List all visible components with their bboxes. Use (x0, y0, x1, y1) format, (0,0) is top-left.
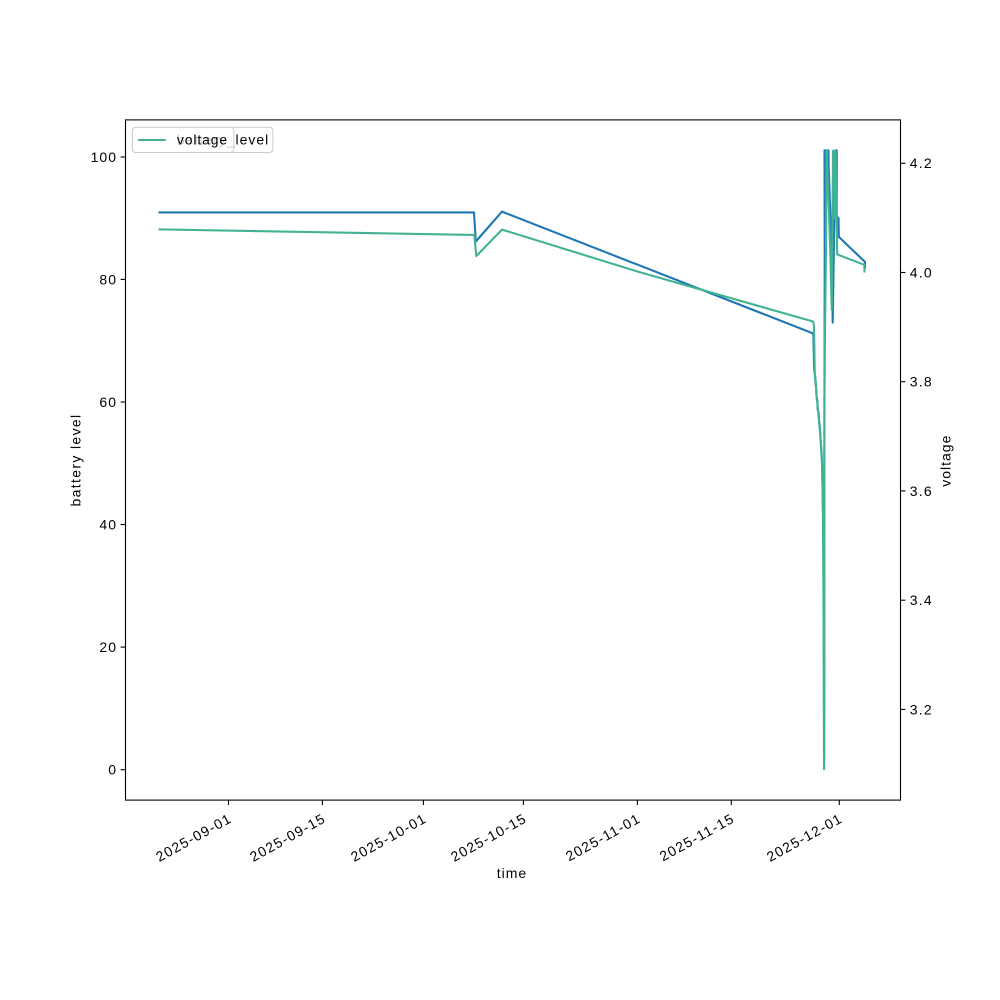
svg-text:0: 0 (108, 762, 117, 778)
svg-text:4.2: 4.2 (910, 155, 933, 171)
svg-text:voltage: voltage (177, 132, 228, 148)
svg-text:3.2: 3.2 (910, 701, 933, 717)
svg-text:4.0: 4.0 (910, 264, 933, 280)
svg-text:battery level: battery level (68, 413, 84, 506)
svg-text:3.4: 3.4 (910, 592, 933, 608)
svg-text:80: 80 (99, 271, 117, 287)
svg-text:time: time (497, 865, 527, 881)
svg-text:20: 20 (99, 639, 117, 655)
svg-text:3.6: 3.6 (910, 483, 933, 499)
svg-text:60: 60 (99, 394, 117, 410)
svg-text:40: 40 (99, 516, 117, 532)
svg-text:voltage: voltage (937, 435, 953, 487)
svg-text:100: 100 (91, 149, 117, 165)
svg-text:3.8: 3.8 (910, 374, 933, 390)
